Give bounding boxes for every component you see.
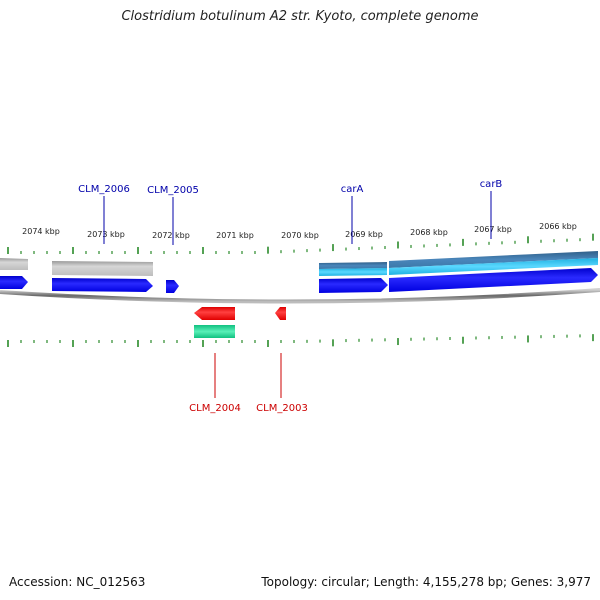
gene-arrow-forward[interactable] [166, 280, 179, 293]
scale-label: 2073 kbp [87, 230, 125, 239]
feature-steel[interactable] [389, 251, 598, 268]
feature-cyan[interactable] [389, 258, 598, 275]
scale-label: 2067 kbp [474, 225, 512, 234]
gene-label-clm-2003[interactable]: CLM_2003 [256, 403, 308, 414]
genome-summary: Topology: circular; Length: 4,155,278 bp… [261, 575, 591, 589]
forward-genes [0, 268, 598, 293]
feature-green[interactable] [194, 325, 235, 338]
feature-steel[interactable] [319, 262, 387, 269]
gene-arrow-forward[interactable] [52, 278, 153, 292]
gene-label-cara[interactable]: carA [341, 184, 364, 195]
reverse-genes [194, 307, 286, 338]
gene-arrow-reverse[interactable] [194, 307, 235, 320]
feature-gray[interactable] [52, 261, 153, 276]
inner-tick-ring [7, 334, 594, 347]
genome-title: Clostridium botulinum A2 str. Kyoto, com… [121, 9, 479, 24]
scale-label: 2072 kbp [152, 231, 190, 240]
gene-labels: CLM_2006 CLM_2005 carA carB CLM_2004 CLM… [78, 179, 502, 414]
scale-label: 2074 kbp [22, 227, 60, 236]
accession-label: Accession: NC_012563 [9, 575, 146, 589]
outer-tick-ring [7, 233, 594, 254]
gene-arrow-forward[interactable] [0, 276, 28, 289]
gene-arrow-forward[interactable] [389, 268, 598, 292]
gene-label-clm-2006[interactable]: CLM_2006 [78, 184, 130, 195]
gene-arrow-reverse[interactable] [275, 307, 286, 320]
gene-leader-lines [103, 191, 492, 398]
gene-arrow-forward[interactable] [319, 278, 388, 293]
feature-track [0, 251, 598, 276]
genome-backbone [0, 288, 600, 304]
gene-label-clm-2005[interactable]: CLM_2005 [147, 185, 199, 196]
feature-cyan[interactable] [319, 268, 387, 276]
scale-label: 2070 kbp [281, 231, 319, 240]
scale-label: 2066 kbp [539, 222, 577, 231]
scale-label: 2069 kbp [345, 230, 383, 239]
gene-label-clm-2004[interactable]: CLM_2004 [189, 403, 241, 414]
scale-label: 2068 kbp [410, 228, 448, 237]
feature-gray[interactable] [0, 258, 28, 270]
scale-label: 2071 kbp [216, 231, 254, 240]
scale-labels: 2074 kbp 2073 kbp 2072 kbp 2071 kbp 2070… [22, 222, 577, 240]
gene-label-carb[interactable]: carB [480, 179, 503, 190]
